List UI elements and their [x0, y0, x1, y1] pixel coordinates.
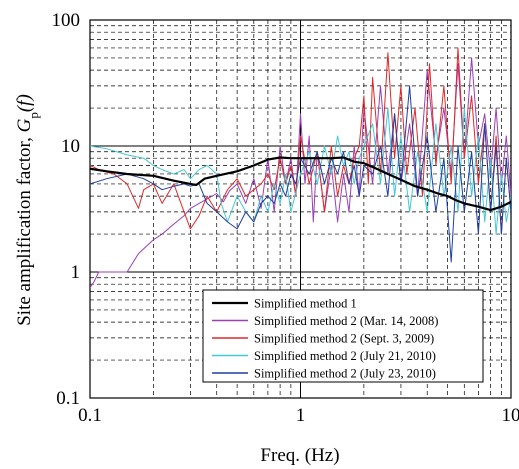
x-tick-label: 1	[296, 405, 306, 426]
x-tick-label: 10	[502, 405, 519, 426]
series-layer	[90, 47, 511, 288]
tick-labels: 0.1 1 10 0.1 1 10 100	[52, 10, 519, 426]
y-tick-label: 10	[61, 136, 80, 157]
y-tick-label: 1	[71, 262, 81, 283]
x-axis-label: Freq. (Hz)	[260, 445, 339, 466]
legend: Simplified method 1 Simplified method 2 (…	[202, 289, 484, 383]
y-tick-label: 0.1	[56, 388, 80, 409]
x-tick-label: 0.1	[78, 405, 102, 426]
legend-label-3: Simplified method 2 (Sept. 3, 2009)	[254, 332, 434, 346]
y-axis-label: Site amplification factor, Gp(f)	[14, 94, 41, 326]
series-line-1	[90, 156, 511, 212]
legend-label-1: Simplified method 1	[254, 297, 357, 311]
legend-label-5: Simplified method 2 (July 23, 2010)	[254, 367, 436, 381]
y-tick-label: 100	[52, 10, 81, 31]
series-line-4	[90, 107, 511, 235]
legend-box	[202, 289, 484, 383]
legend-label-2: Simplified method 2 (Mar. 14, 2008)	[254, 314, 438, 328]
legend-label-4: Simplified method 2 (July 21, 2010)	[254, 349, 436, 363]
